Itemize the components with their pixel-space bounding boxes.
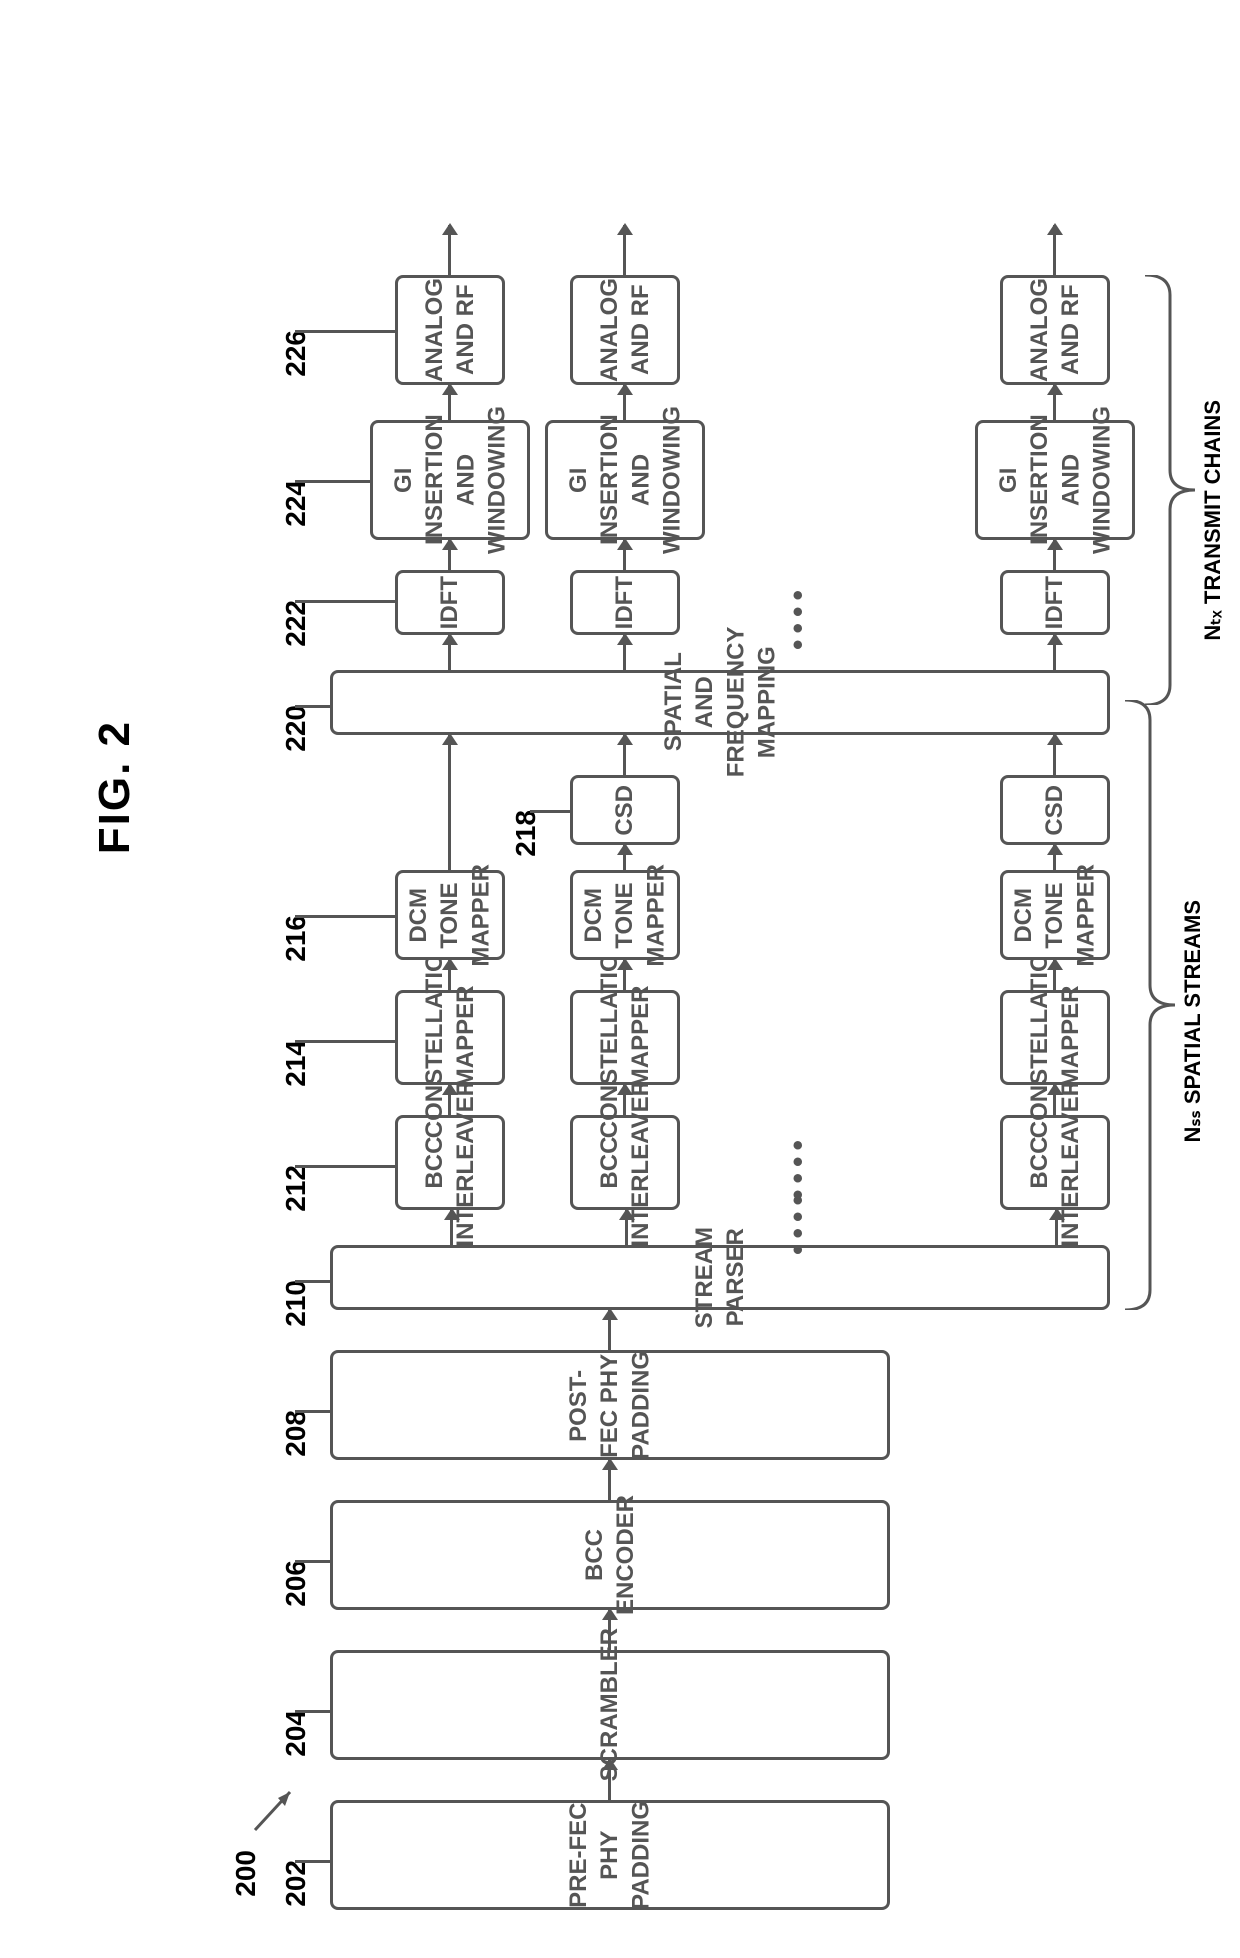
block-scrambler-label: SCRAMBLER [594, 1628, 625, 1781]
csd-b-label: CSD [609, 785, 640, 836]
ar-dcm-d [1053, 845, 1056, 870]
gi-d-label: GI INSERTION AND WINDOWING [993, 406, 1118, 554]
block-bcc-enc: BCC ENCODER [330, 1500, 890, 1610]
block-gi-b: GI INSERTION AND WINDOWING [545, 420, 705, 540]
leader-210 [295, 1280, 330, 1283]
analog-a-label: ANALOG AND RF [419, 278, 481, 382]
leader-222 [295, 600, 395, 603]
analog-b-label: ANALOG AND RF [594, 278, 656, 382]
ref-226: 226 [280, 330, 312, 377]
bracket-ntx [1145, 275, 1195, 705]
block-idft-b: IDFT [570, 570, 680, 635]
block-analog-d: ANALOG AND RF [1000, 275, 1110, 385]
block-pre-fec-label: PRE-FEC PHY PADDING [563, 1801, 657, 1910]
dcm-a-label: DCM TONE MAPPER [403, 864, 497, 967]
leader-220 [295, 705, 330, 708]
ar-dcm-a [448, 735, 451, 870]
analog-d-label: ANALOG AND RF [1024, 278, 1086, 382]
leader-218 [530, 810, 570, 813]
ref-224: 224 [280, 480, 312, 527]
idft-b-label: IDFT [609, 576, 640, 629]
block-stream-parser: STREAM PARSER [330, 1245, 1110, 1310]
block-analog-b: ANALOG AND RF [570, 275, 680, 385]
ar-csd-d [1053, 735, 1056, 775]
dcm-d-label: DCM TONE MAPPER [1008, 864, 1102, 967]
gi-b-label: GI INSERTION AND WINDOWING [563, 406, 688, 554]
block-csd-b: CSD [570, 775, 680, 845]
leader-226 [295, 330, 395, 333]
block-idft-d: IDFT [1000, 570, 1110, 635]
leader-212 [295, 1165, 395, 1168]
ar-gi-a [448, 385, 451, 420]
dcm-b-label: DCM TONE MAPPER [578, 864, 672, 967]
block-idft-a: IDFT [395, 570, 505, 635]
ref-216: 216 [280, 915, 312, 962]
leader-204 [295, 1710, 330, 1713]
block-const-a: CONSTELLATION MAPPER [395, 990, 505, 1085]
ar-sf-a [448, 635, 451, 670]
block-dcm-d: DCM TONE MAPPER [1000, 870, 1110, 960]
leader-202 [295, 1860, 330, 1863]
ar-out-b [623, 225, 626, 275]
ar-out-d [1053, 225, 1056, 275]
csd-d-label: CSD [1039, 785, 1070, 836]
leader-216 [295, 915, 395, 918]
ar-csd-b [623, 735, 626, 775]
ar-sf-b [623, 635, 626, 670]
ar-sf-d [1053, 635, 1056, 670]
bracket-nss [1125, 700, 1175, 1310]
arrow-204-206 [608, 1610, 611, 1650]
label-nss: Nₛₛ SPATIAL STREAMS [1180, 900, 1206, 1143]
arrow-208-210 [608, 1310, 611, 1350]
ar-out-a [448, 225, 451, 275]
dots-idft: •••• [780, 590, 814, 656]
ref-220: 220 [280, 705, 312, 752]
block-dcm-a: DCM TONE MAPPER [395, 870, 505, 960]
leader-224 [295, 480, 370, 483]
block-dcm-b: DCM TONE MAPPER [570, 870, 680, 960]
idft-d-label: IDFT [1039, 576, 1070, 629]
block-sf-mapping: SPATIAL AND FREQUENCY MAPPING [330, 670, 1110, 735]
ref-222: 222 [280, 600, 312, 647]
ref-210: 210 [280, 1280, 312, 1327]
block-gi-d: GI INSERTION AND WINDOWING [975, 420, 1135, 540]
leader-208 [295, 1410, 330, 1413]
block-post-fec: POST-FEC PHY PADDING [330, 1350, 890, 1460]
block-const-d: CONSTELLATION MAPPER [1000, 990, 1110, 1085]
ref-212: 212 [280, 1165, 312, 1212]
ar-dcm-b [623, 845, 626, 870]
block-scrambler: SCRAMBLER [330, 1650, 890, 1760]
leader-214 [295, 1040, 395, 1043]
block-pre-fec: PRE-FEC PHY PADDING [330, 1800, 890, 1910]
ref-200-arrow [245, 1780, 305, 1840]
ar-gi-b [623, 385, 626, 420]
block-bcc-enc-label: BCC ENCODER [579, 1495, 641, 1615]
arrow-206-208 [608, 1460, 611, 1500]
sf-mapping-label: SPATIAL AND FREQUENCY MAPPING [658, 627, 783, 777]
block-gi-a: GI INSERTION AND WINDOWING [370, 420, 530, 540]
ref-204: 204 [280, 1710, 312, 1757]
block-analog-a: ANALOG AND RF [395, 275, 505, 385]
label-ntx: Nₜₓ TRANSMIT CHAINS [1200, 400, 1226, 641]
leader-206 [295, 1560, 330, 1563]
block-const-b: CONSTELLATION MAPPER [570, 990, 680, 1085]
ref-206: 206 [280, 1560, 312, 1607]
gi-a-label: GI INSERTION AND WINDOWING [388, 406, 513, 554]
ar-gi-d [1053, 385, 1056, 420]
dots-bccil: •••• [780, 1140, 814, 1206]
block-csd-d: CSD [1000, 775, 1110, 845]
ref-202: 202 [280, 1860, 312, 1907]
figure-title: FIG. 2 [90, 720, 140, 854]
ref-200: 200 [230, 1850, 262, 1897]
ref-208: 208 [280, 1410, 312, 1457]
block-stream-parser-label: STREAM PARSER [689, 1227, 751, 1328]
ref-214: 214 [280, 1040, 312, 1087]
block-post-fec-label: POST-FEC PHY PADDING [563, 1351, 657, 1460]
idft-a-label: IDFT [434, 576, 465, 629]
ref-218: 218 [510, 810, 542, 857]
